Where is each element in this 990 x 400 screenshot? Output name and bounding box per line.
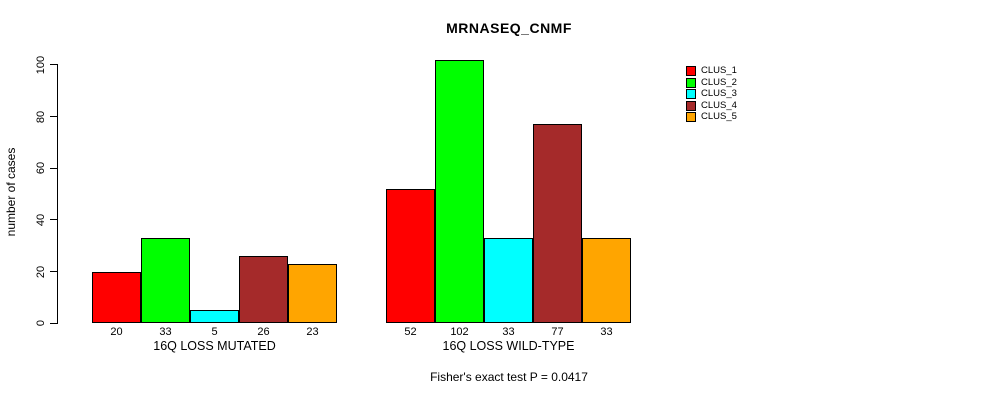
bar-group2-clus-2: [435, 59, 484, 324]
y-tick-mark: [50, 219, 57, 221]
bar-group1-clus-4: [239, 256, 288, 324]
legend-label-clus-2: CLUS_2: [701, 76, 737, 88]
bar-group1-clus-2: [141, 237, 190, 324]
y-tick-label: 80: [35, 110, 47, 123]
bar-value-label: 102: [450, 326, 469, 338]
bar-value-label: 33: [600, 326, 613, 338]
legend-swatch-clus-1: [686, 66, 696, 76]
bar-group1-clus-3: [190, 310, 239, 324]
bar-value-label: 33: [502, 326, 515, 338]
bar-value-label: 52: [404, 326, 417, 338]
annotation-text: Fisher's exact test P = 0.0417: [430, 370, 588, 384]
y-tick-label: 0: [35, 320, 47, 327]
bar-group2-clus-1: [386, 188, 435, 324]
legend-label-clus-1: CLUS_1: [701, 65, 737, 76]
y-tick-mark: [50, 64, 57, 66]
legend-swatch-clus-2: [686, 77, 696, 88]
bar-value-label: 33: [159, 326, 172, 338]
chart-title: MRNASEQ_CNMF: [446, 20, 572, 36]
bar-group2-clus-5: [582, 237, 631, 324]
y-tick-mark: [50, 116, 57, 117]
y-axis-label: number of cases: [4, 147, 18, 237]
bar-value-label: 23: [306, 326, 319, 338]
legend-label-clus-5: CLUS_5: [701, 111, 737, 122]
legend-swatch-clus-3: [686, 89, 696, 99]
bar-value-label: 26: [257, 326, 270, 338]
group-label: 16Q LOSS MUTATED: [153, 339, 276, 353]
bar-value-label: 5: [211, 326, 218, 338]
bar-group1-clus-5: [288, 263, 337, 324]
bar-value-label: 20: [110, 326, 123, 338]
group-label: 16Q LOSS WILD-TYPE: [442, 339, 575, 353]
legend-label-clus-4: CLUS_4: [701, 99, 737, 111]
bar-value-label: 77: [551, 326, 564, 338]
y-tick-mark: [50, 167, 57, 169]
y-axis-line: [57, 64, 58, 324]
y-tick-label: 60: [35, 162, 47, 175]
y-tick-label: 100: [35, 55, 47, 74]
legend-swatch-clus-4: [686, 100, 696, 111]
y-tick-mark: [50, 322, 57, 324]
y-tick-label: 40: [35, 213, 47, 227]
y-tick-mark: [50, 271, 57, 273]
y-tick-label: 20: [35, 265, 47, 278]
bar-group2-clus-4: [533, 124, 582, 324]
bar-group2-clus-3: [484, 237, 533, 324]
legend-label-clus-3: CLUS_3: [701, 88, 737, 99]
bar-group1-clus-1: [92, 271, 141, 324]
legend-swatch-clus-5: [686, 112, 696, 122]
